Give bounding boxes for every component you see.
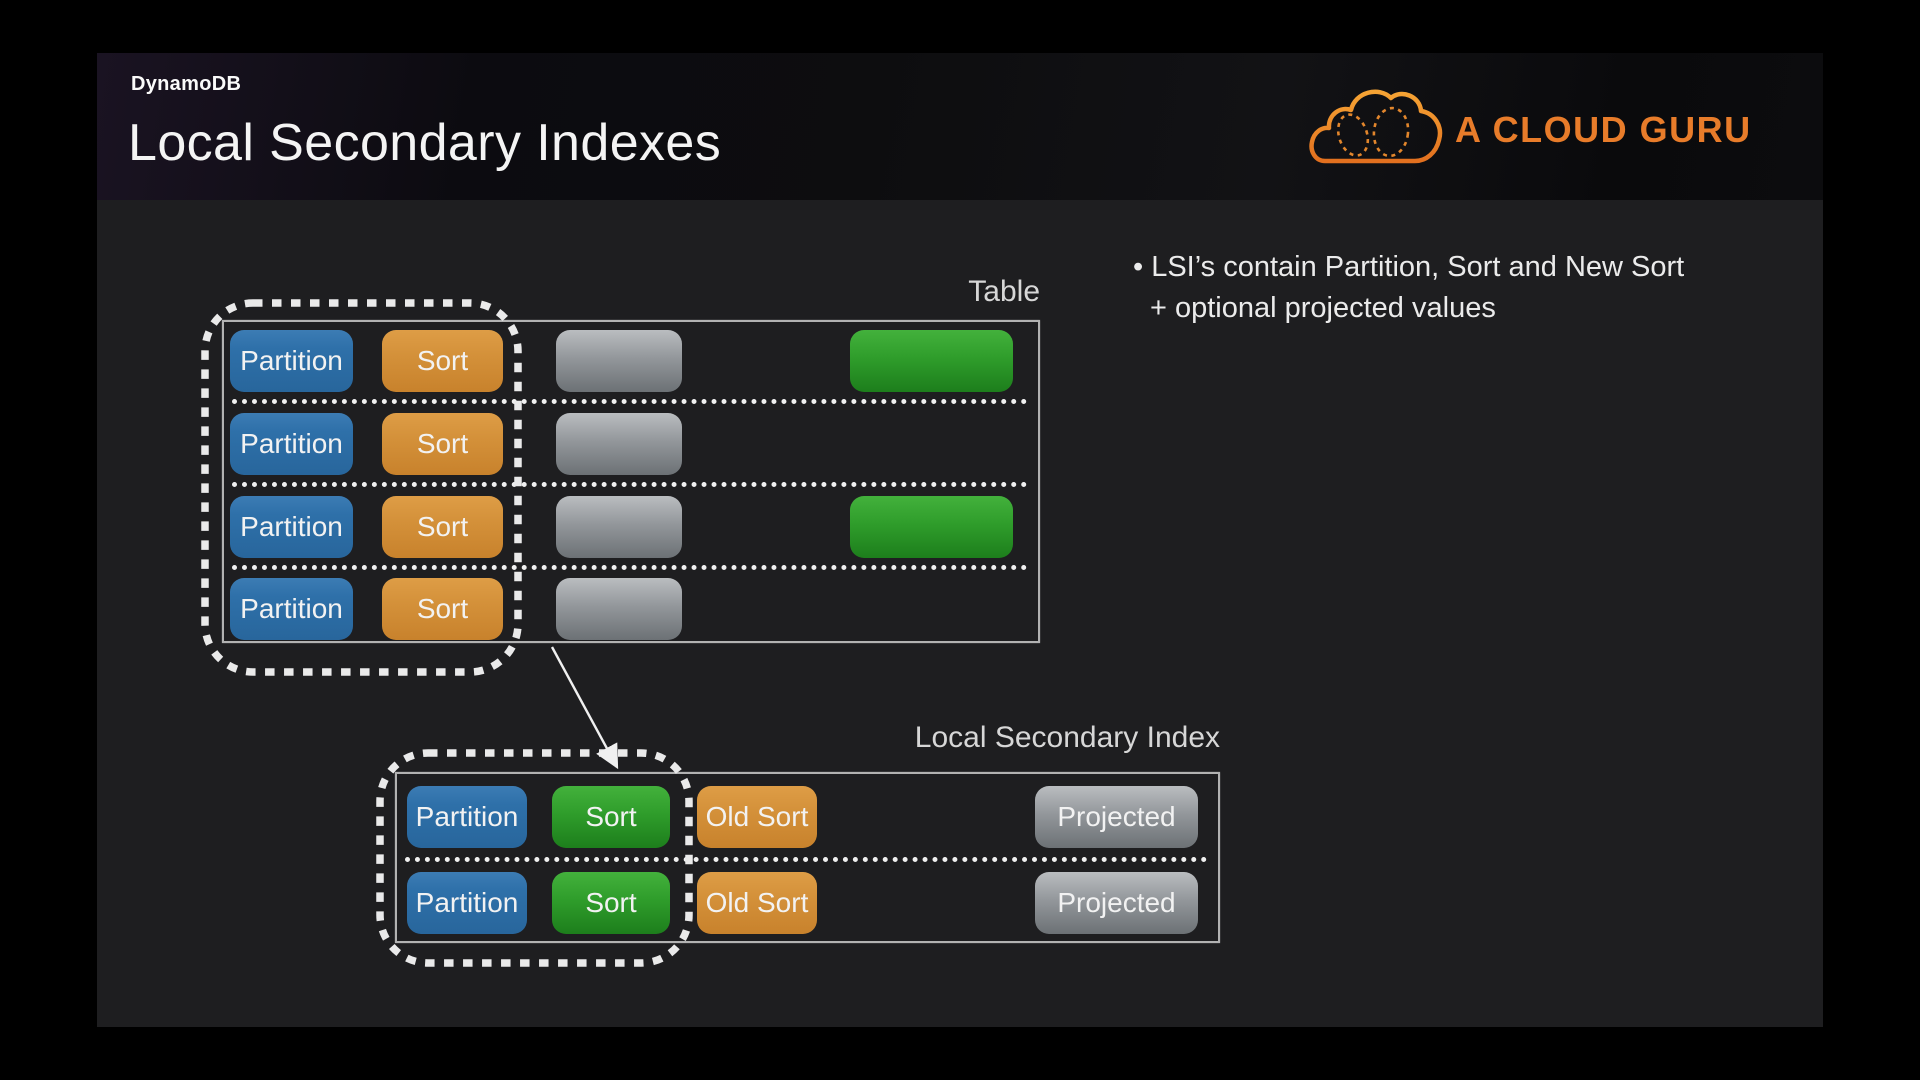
block-sort: Sort xyxy=(382,578,503,640)
block-sort: Sort xyxy=(382,413,503,475)
block-old-sort: Old Sort xyxy=(697,872,817,934)
block-partition: Partition xyxy=(407,872,527,934)
kicker-label: DynamoDB xyxy=(131,73,242,95)
row-separator xyxy=(232,399,1027,404)
block-partition: Partition xyxy=(230,496,353,558)
table-row: Partition Sort xyxy=(97,413,1823,475)
block-attribute xyxy=(556,496,682,558)
slide: DynamoDB Local Secondary Indexes A CLOUD… xyxy=(97,53,1823,1027)
block-partition: Partition xyxy=(407,786,527,848)
block-attribute xyxy=(850,330,1013,392)
block-partition: Partition xyxy=(230,578,353,640)
block-projected: Projected xyxy=(1035,786,1198,848)
table-row: Partition Sort xyxy=(97,578,1823,640)
row-separator xyxy=(405,857,1207,862)
block-partition: Partition xyxy=(230,330,353,392)
acg-logo: A CLOUD GURU xyxy=(1309,81,1809,181)
block-projected: Projected xyxy=(1035,872,1198,934)
table-row: Partition Sort xyxy=(97,496,1823,558)
block-attribute xyxy=(556,413,682,475)
page-title: Local Secondary Indexes xyxy=(128,114,722,172)
table-row: Partition Sort Old Sort Projected xyxy=(97,786,1823,848)
bullet-list: • LSI’s contain Partition, Sort and New … xyxy=(1133,247,1773,329)
block-sort: Sort xyxy=(382,496,503,558)
cloud-icon xyxy=(1309,89,1443,164)
block-attribute xyxy=(556,578,682,640)
block-partition: Partition xyxy=(230,413,353,475)
block-old-sort: Old Sort xyxy=(697,786,817,848)
bullet-line-2: + optional projected values xyxy=(1150,292,1496,324)
lsi-label: Local Secondary Index xyxy=(914,721,1220,754)
table-row: Partition Sort Old Sort Projected xyxy=(97,872,1823,934)
header-band: DynamoDB Local Secondary Indexes A CLOUD… xyxy=(97,53,1823,200)
row-separator xyxy=(232,482,1027,487)
projection-arrow xyxy=(550,646,619,770)
table-label: Table xyxy=(968,275,1040,308)
block-sort: Sort xyxy=(382,330,503,392)
block-sort: Sort xyxy=(552,872,670,934)
logo-text: A CLOUD GURU xyxy=(1455,109,1752,150)
block-sort: Sort xyxy=(552,786,670,848)
bullet-line-1: • LSI’s contain Partition, Sort and New … xyxy=(1133,251,1685,283)
block-attribute xyxy=(850,496,1013,558)
table-row: Partition Sort xyxy=(97,330,1823,392)
block-attribute xyxy=(556,330,682,392)
row-separator xyxy=(232,565,1027,570)
